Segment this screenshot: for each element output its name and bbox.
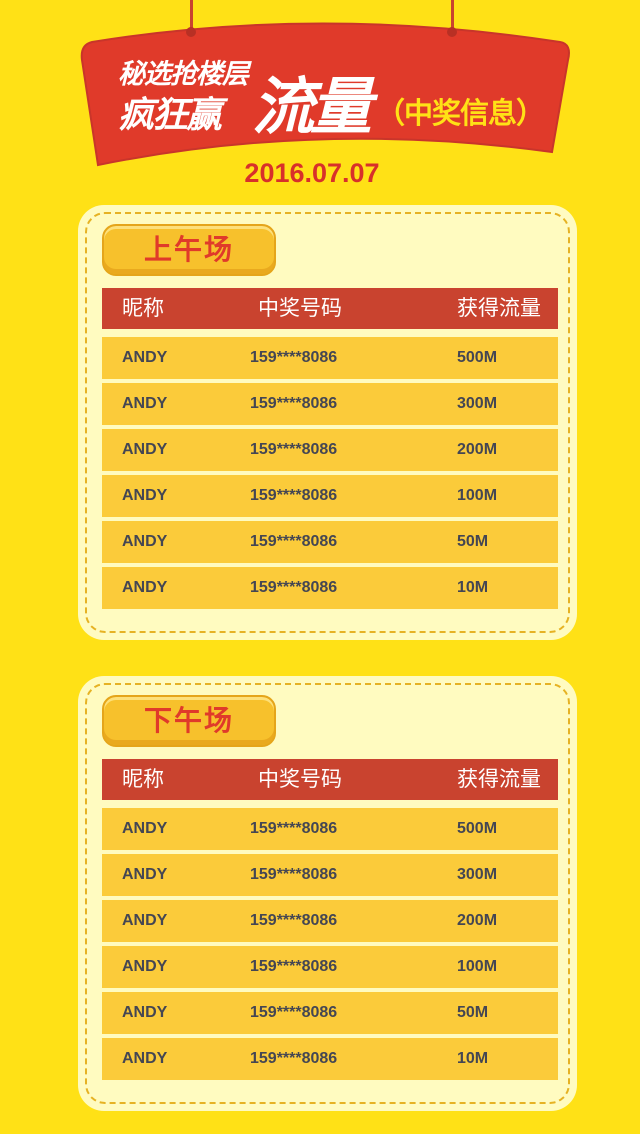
winner-phone: 159****8086	[250, 441, 338, 458]
winner-amount: 50M	[457, 533, 489, 550]
table-row: ANDY 159****8086 50M	[102, 521, 558, 563]
nail-left	[186, 27, 196, 37]
winner-name: ANDY	[122, 579, 168, 596]
winner-name: ANDY	[122, 1004, 168, 1021]
winner-amount: 200M	[457, 912, 498, 929]
winner-name: ANDY	[122, 441, 168, 458]
table-row: ANDY 159****8086 100M	[102, 946, 558, 988]
banner-sign	[80, 22, 570, 167]
winner-name: ANDY	[122, 1050, 168, 1067]
title-big: 流量	[252, 70, 372, 143]
winner-phone: 159****8086	[250, 1050, 338, 1067]
winner-name: ANDY	[122, 395, 168, 412]
dashed-border	[85, 683, 570, 1104]
table-row: ANDY 159****8086 10M	[102, 1038, 558, 1080]
winner-name: ANDY	[122, 820, 168, 837]
column-header-nickname: 昵称	[122, 296, 164, 320]
session-card: 下午场 昵称 中奖号码 获得流量 ANDY 159****8086 500M A…	[78, 676, 577, 1111]
dashed-border	[85, 212, 570, 633]
winner-phone: 159****8086	[250, 533, 338, 550]
session-badge: 上午场	[102, 224, 276, 276]
column-header-number: 中奖号码	[258, 296, 342, 320]
winner-phone: 159****8086	[250, 912, 338, 929]
table-row: ANDY 159****8086 300M	[102, 383, 558, 425]
session-badge: 下午场	[102, 695, 276, 747]
winner-amount: 100M	[457, 958, 498, 975]
winner-phone: 159****8086	[250, 487, 338, 504]
table-row: ANDY 159****8086 10M	[102, 567, 558, 609]
winner-phone: 159****8086	[250, 958, 338, 975]
table-header: 昵称 中奖号码 获得流量	[102, 288, 558, 329]
date: 2016.07.07	[244, 158, 380, 188]
winner-phone: 159****8086	[250, 1004, 338, 1021]
winner-amount: 10M	[457, 1050, 489, 1067]
session-card: 上午场 昵称 中奖号码 获得流量 ANDY 159****8086 500M A…	[78, 205, 577, 640]
table-row: ANDY 159****8086 500M	[102, 337, 558, 379]
column-header-amount: 获得流量	[457, 767, 541, 791]
title-suffix: （中奖信息）	[376, 96, 545, 130]
column-header-nickname: 昵称	[122, 767, 164, 791]
winner-amount: 300M	[457, 866, 498, 883]
banner-string-left	[190, 0, 193, 32]
winner-amount: 10M	[457, 579, 489, 596]
winner-phone: 159****8086	[250, 395, 338, 412]
winner-phone: 159****8086	[250, 579, 338, 596]
winner-name: ANDY	[122, 349, 168, 366]
nail-right	[447, 27, 457, 37]
winner-amount: 200M	[457, 441, 498, 458]
table-row: ANDY 159****8086 300M	[102, 854, 558, 896]
table-row: ANDY 159****8086 200M	[102, 900, 558, 942]
winner-name: ANDY	[122, 912, 168, 929]
winner-amount: 300M	[457, 395, 498, 412]
winner-amount: 50M	[457, 1004, 489, 1021]
winner-amount: 500M	[457, 349, 498, 366]
column-header-number: 中奖号码	[258, 767, 342, 791]
title-line2: 疯狂赢	[118, 95, 222, 136]
winner-name: ANDY	[122, 866, 168, 883]
winner-name: ANDY	[122, 533, 168, 550]
column-header-amount: 获得流量	[457, 296, 541, 320]
table-row: ANDY 159****8086 100M	[102, 475, 558, 517]
winner-name: ANDY	[122, 958, 168, 975]
winner-amount: 500M	[457, 820, 498, 837]
winner-phone: 159****8086	[250, 866, 338, 883]
table-row: ANDY 159****8086 500M	[102, 808, 558, 850]
title-line1: 秘选抢楼层	[118, 59, 249, 90]
banner-string-right	[451, 0, 454, 32]
winner-phone: 159****8086	[250, 349, 338, 366]
table-row: ANDY 159****8086 50M	[102, 992, 558, 1034]
winner-phone: 159****8086	[250, 820, 338, 837]
table-row: ANDY 159****8086 200M	[102, 429, 558, 471]
winner-amount: 100M	[457, 487, 498, 504]
winner-name: ANDY	[122, 487, 168, 504]
table-header: 昵称 中奖号码 获得流量	[102, 759, 558, 800]
